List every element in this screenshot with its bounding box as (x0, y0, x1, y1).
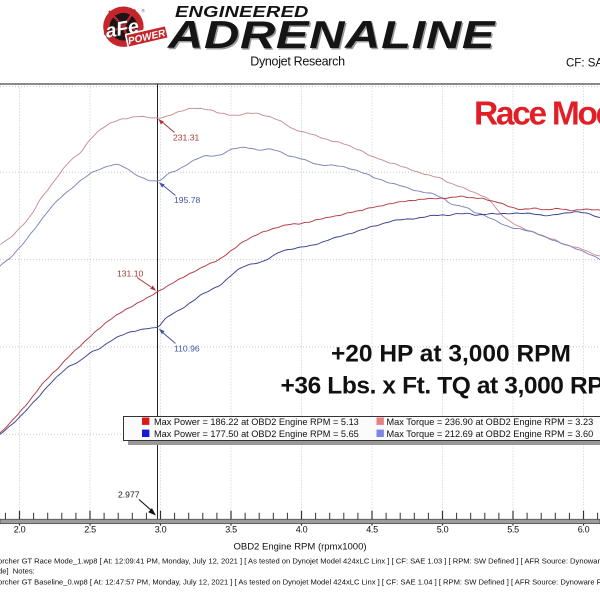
svg-text:6.0: 6.0 (578, 525, 590, 535)
svg-text:110.96: 110.96 (174, 344, 200, 354)
svg-text:Max Torque = 212.69 at OBD2 En: Max Torque = 212.69 at OBD2 Engine RPM =… (387, 429, 594, 439)
svg-text:+20 HP at 3,000 RPM: +20 HP at 3,000 RPM (331, 341, 571, 368)
svg-text:5.5: 5.5 (507, 525, 519, 535)
svg-text:ENGINEERED: ENGINEERED (175, 3, 309, 21)
svg-text:5.0: 5.0 (437, 525, 449, 535)
svg-text:231.31: 231.31 (173, 133, 200, 143)
svg-text:195.78: 195.78 (174, 195, 201, 205)
svg-text:4.0: 4.0 (296, 525, 308, 535)
svg-text:Max Torque = 236.90 at OBD2 En: Max Torque = 236.90 at OBD2 Engine RPM =… (387, 417, 594, 427)
svg-text:4.5: 4.5 (366, 525, 378, 535)
svg-text:orcher GT Race Mode_1.wp8 [ At: orcher GT Race Mode_1.wp8 [ At: 12:09:41… (0, 557, 600, 566)
svg-text:ADRENALINE: ADRENALINE (168, 15, 497, 58)
svg-text:®: ® (142, 8, 146, 14)
svg-text:2.5: 2.5 (84, 525, 96, 535)
svg-text:3.0: 3.0 (155, 525, 167, 535)
svg-text:OBD2 Engine RPM (rpmx1000): OBD2 Engine RPM (rpmx1000) (233, 542, 366, 553)
svg-text:de] Notes:: de] Notes: (0, 567, 35, 576)
svg-text:+36 Lbs. x Ft. TQ at 3,000 RPM: +36 Lbs. x Ft. TQ at 3,000 RPM (281, 373, 600, 400)
svg-text:2.0: 2.0 (14, 525, 26, 535)
svg-text:orcher GT Baseline_0.wp8 [ At:: orcher GT Baseline_0.wp8 [ At: 12:47:57 … (0, 578, 600, 587)
svg-text:Max Power = 186.22 at OBD2 Eng: Max Power = 186.22 at OBD2 Engine RPM = … (154, 417, 359, 427)
svg-text:2.977: 2.977 (118, 490, 140, 500)
svg-text:ADRENALINE: ADRENALINE (167, 14, 496, 57)
svg-text:Dynojet Research: Dynojet Research (250, 55, 345, 69)
svg-text:CF: SAE 1.03: CF: SAE 1.03 (566, 58, 600, 70)
svg-text:Max Power = 177.50 at OBD2 Eng: Max Power = 177.50 at OBD2 Engine RPM = … (154, 429, 359, 439)
svg-text:3.5: 3.5 (225, 525, 237, 535)
svg-text:Race Mode: Race Mode (474, 96, 600, 133)
svg-text:131.10: 131.10 (117, 269, 144, 279)
